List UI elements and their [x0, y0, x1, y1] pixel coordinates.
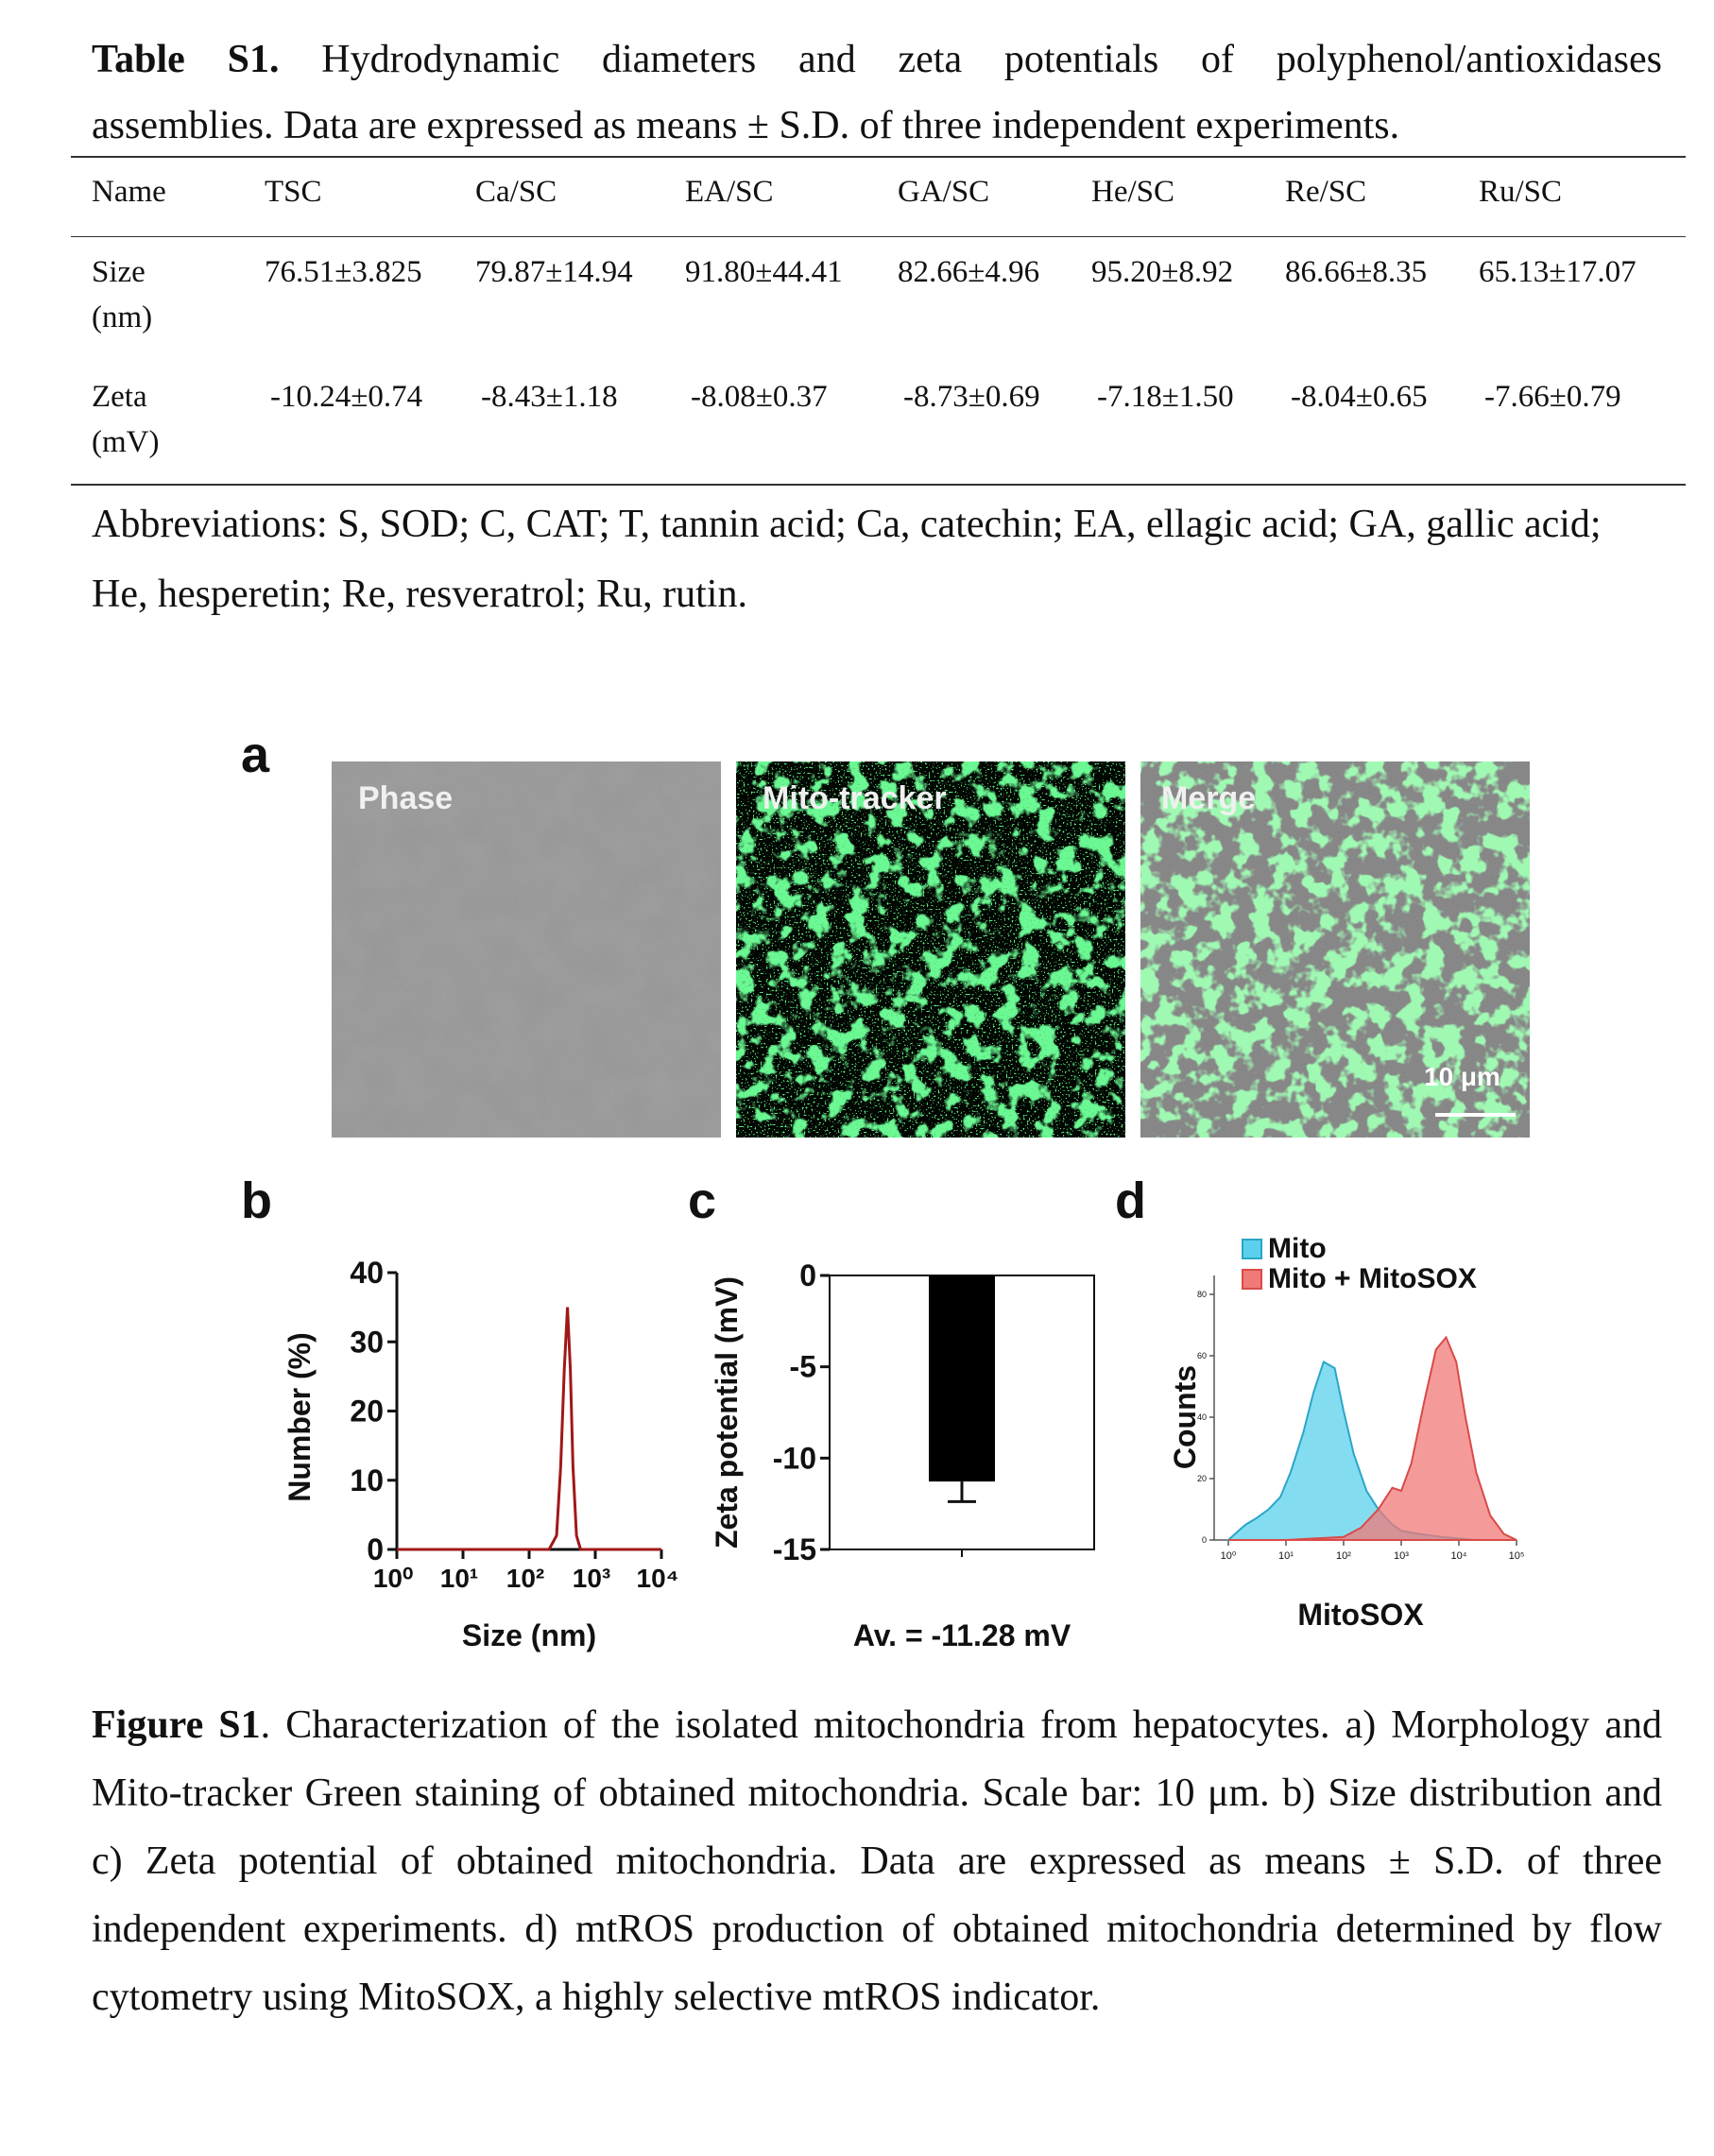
table-header-rule	[71, 236, 1686, 237]
table-header-6: Re/SC	[1285, 175, 1366, 210]
merge-label: Merge	[1161, 780, 1256, 817]
table-header-7: Ru/SC	[1479, 175, 1562, 210]
x-tick-label: 10²	[506, 1564, 544, 1593]
y-tick-label: 30	[350, 1325, 384, 1359]
table-cell: 86.66±8.35	[1285, 255, 1427, 290]
y-tick-label: -15	[773, 1532, 816, 1566]
x-tick-label: 10³	[1394, 1550, 1409, 1562]
table-cell: 91.80±44.41	[685, 255, 843, 290]
x-tick-label: 10⁰	[1221, 1550, 1237, 1562]
mito-tracker-micrograph	[736, 761, 1125, 1138]
zeta-potential-chart: 0 -5 -10 -15 Av. = -11.28 mV Zeta potential (…	[707, 1219, 1123, 1672]
y-tick-label: 0	[367, 1532, 384, 1566]
figure-label: Figure S1	[92, 1703, 261, 1747]
table-header-5: He/SC	[1091, 175, 1174, 210]
zeta-bar	[929, 1275, 995, 1481]
size-distribution-line	[397, 1308, 661, 1549]
y-axis-title: Counts	[1168, 1365, 1202, 1469]
table-header-2: Ca/SC	[475, 175, 557, 210]
x-tick-label: 10¹	[1278, 1550, 1294, 1562]
table-cell: 95.20±8.92	[1091, 255, 1233, 290]
table-cell: -7.66±0.79	[1484, 380, 1621, 415]
y-tick-label: 80	[1197, 1290, 1207, 1299]
table-cell: 76.51±3.825	[265, 255, 422, 290]
table-caption-text1: Hydrodynamic diameters and zeta potentia…	[321, 38, 1662, 81]
table-cell: 82.66±4.96	[898, 255, 1039, 290]
table-cell: 65.13±17.07	[1479, 255, 1637, 290]
table-header-1: TSC	[265, 175, 322, 210]
y-axis-title: Number (%)	[283, 1332, 317, 1502]
panel-b-letter: b	[241, 1172, 272, 1230]
table-caption-line1: Table S1. Hydrodynamic diameters and zet…	[92, 26, 1662, 93]
table-header-3: EA/SC	[685, 175, 774, 210]
mito-tracker-label: Mito-tracker	[763, 780, 947, 817]
table-cell: -7.18±1.50	[1097, 380, 1234, 415]
y-tick-label: 0	[1202, 1535, 1207, 1545]
x-tick-label: 10⁴	[1451, 1550, 1467, 1562]
y-tick-label: 20	[1197, 1474, 1207, 1483]
legend-swatch	[1243, 1270, 1261, 1289]
figure-caption: Figure S1. Characterization of the isola…	[92, 1691, 1662, 2031]
scale-bar-line	[1435, 1113, 1516, 1117]
table-cell: 79.87±14.94	[475, 255, 633, 290]
y-axis-title: Zeta potential (mV)	[710, 1276, 744, 1549]
phase-label: Phase	[358, 780, 453, 817]
table-label: Table S1.	[92, 38, 279, 81]
y-tick-label: 10	[350, 1463, 384, 1497]
table-bottom-rule	[71, 484, 1686, 486]
y-tick-label: 20	[350, 1395, 384, 1429]
phase-micrograph	[332, 761, 721, 1138]
table-row-unit: (nm)	[92, 300, 152, 335]
x-tick-label: 10⁰	[373, 1564, 413, 1593]
x-axis-title: Size (nm)	[462, 1618, 596, 1652]
y-tick-label: -5	[790, 1350, 816, 1384]
panel-a-letter: a	[241, 726, 269, 784]
y-tick-label: -10	[773, 1441, 816, 1475]
x-tick-label: 10⁵	[1509, 1550, 1525, 1562]
table-cell: -8.43±1.18	[481, 380, 618, 415]
scale-bar-label: 10 μm	[1424, 1062, 1500, 1092]
table-caption-line2: assemblies. Data are expressed as means …	[92, 93, 1399, 159]
x-tick-label: 10¹	[440, 1564, 478, 1593]
zeta-average-label: Av. = -11.28 mV	[853, 1618, 1071, 1652]
y-tick-label: 40	[350, 1256, 384, 1290]
y-tick-label: 0	[799, 1258, 816, 1292]
table-row-name: Size	[92, 255, 146, 290]
table-cell: -8.04±0.65	[1291, 380, 1428, 415]
mito-tracker-image: Mito-tracker	[736, 761, 1125, 1138]
phase-image: Phase	[332, 761, 721, 1138]
merge-image: Merge 10 μm	[1140, 761, 1530, 1138]
y-tick-label: 60	[1197, 1351, 1207, 1360]
x-tick-label: 10³	[573, 1564, 610, 1593]
table-cell: -8.08±0.37	[691, 380, 828, 415]
figure-caption-text: . Characterization of the isolated mitoc…	[92, 1703, 1662, 2019]
table-row-unit: (mV)	[92, 425, 159, 460]
table-top-rule	[71, 156, 1686, 158]
size-distribution-chart: 0 10 20 30 40 10⁰ 10¹ 10² 10³ 10⁴ Size (nm) Number …	[274, 1228, 690, 1672]
x-tick-label: 10²	[1336, 1550, 1351, 1562]
x-axis-title: MitoSOX	[1297, 1598, 1424, 1632]
table-header-0: Name	[92, 175, 166, 210]
table-row-name: Zeta	[92, 380, 147, 415]
table-cell: -8.73±0.69	[903, 380, 1040, 415]
x-tick-label: 10⁴	[637, 1564, 679, 1593]
table-header-4: GA/SC	[898, 175, 989, 210]
legend-label: Mito + MitoSOX	[1268, 1263, 1477, 1294]
legend-swatch	[1243, 1240, 1261, 1258]
abbreviations-note: Abbreviations: S, SOD; C, CAT; T, tannin…	[92, 489, 1662, 629]
legend-label: Mito	[1268, 1233, 1327, 1264]
table-cell: -10.24±0.74	[270, 380, 422, 415]
